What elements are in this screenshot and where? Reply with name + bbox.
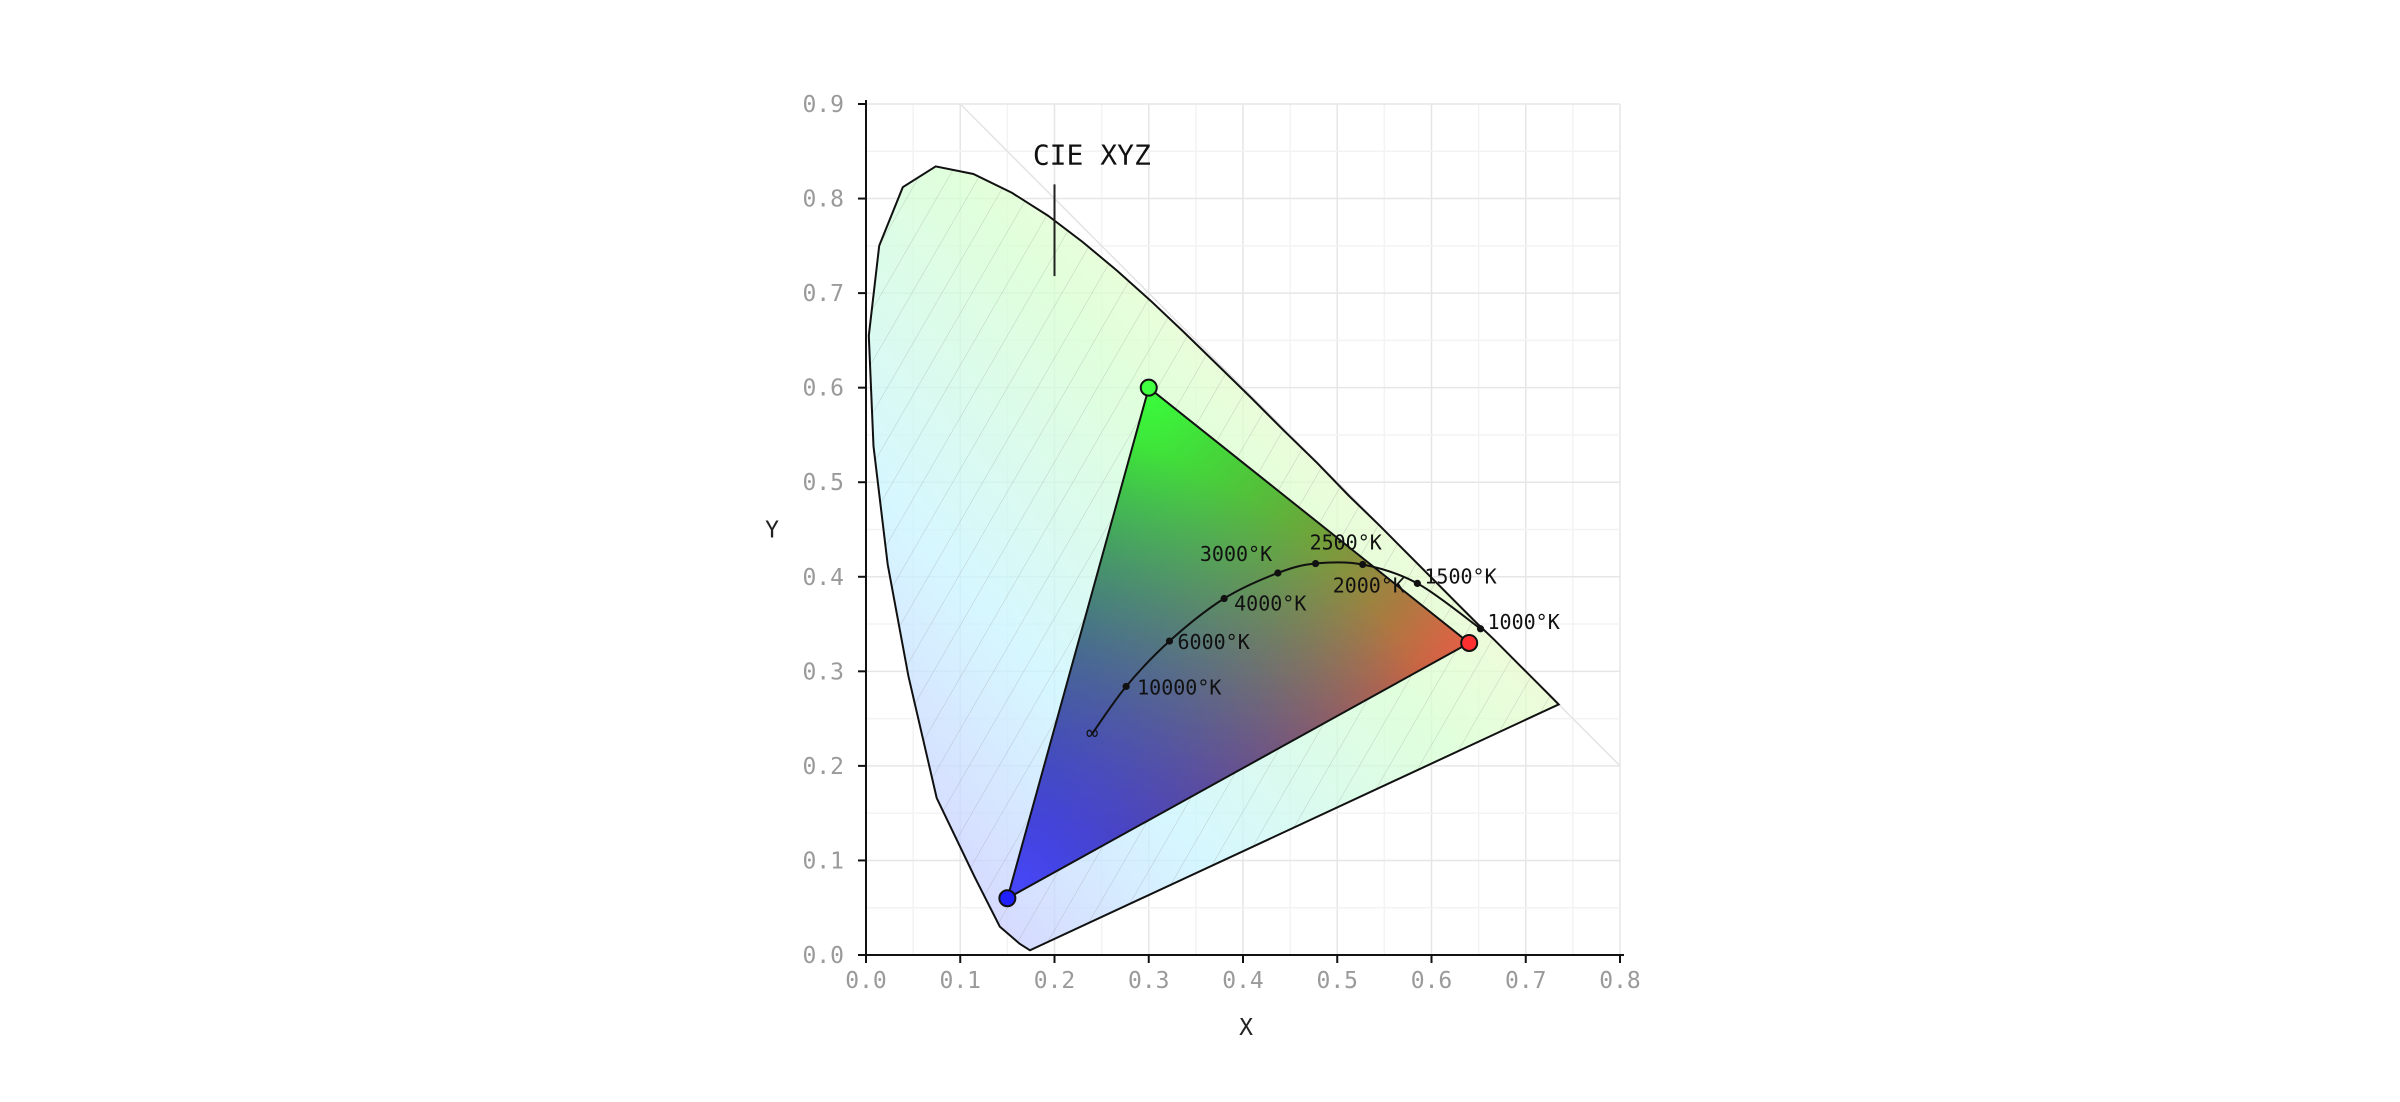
temperature-point <box>1311 559 1320 568</box>
y-tick-label: 0.8 <box>802 187 844 213</box>
temperature-point <box>1476 625 1485 633</box>
x-tick-label: 0.0 <box>845 968 887 994</box>
axes: 0.0 0.1 0.2 0.3 0.4 0.5 0.6 0.7 0.8 0.0 0.1 0.2 0.3 0… <box>802 92 1640 994</box>
y-tick-label: 0.2 <box>802 754 844 780</box>
temperature-label: 4000°K <box>1234 592 1306 616</box>
x-tick-label: 0.5 <box>1316 968 1358 994</box>
temperature-point <box>1274 569 1282 577</box>
y-tick-label: 0.7 <box>802 281 844 307</box>
y-tick-label: 0.6 <box>802 376 844 402</box>
y-tick-label: 0.1 <box>802 848 844 874</box>
y-tick-label: 0.3 <box>802 659 844 685</box>
color-regions <box>867 165 1561 952</box>
blue-primary-point <box>998 889 1017 908</box>
y-tick-label: 0.9 <box>802 92 844 118</box>
x-tick-label: 0.3 <box>1128 968 1170 994</box>
y-tick-label: 0.0 <box>802 943 844 969</box>
infinity-label: ∞ <box>1086 721 1098 745</box>
red-primary-point <box>1460 633 1479 652</box>
x-tick-label: 0.4 <box>1222 968 1264 994</box>
temperature-label: 1000°K <box>1488 610 1560 634</box>
green-primary-point <box>1139 378 1158 397</box>
temperature-label: 6000°K <box>1177 630 1249 654</box>
y-tick-label: 0.4 <box>802 565 844 591</box>
temperature-label: 1500°K <box>1424 564 1496 588</box>
temperature-point <box>1165 637 1174 645</box>
x-tick-label: 0.1 <box>939 968 981 994</box>
gamut-outline <box>1005 385 1471 901</box>
temperature-label: 2000°K <box>1333 573 1405 597</box>
y-axis-label: Y <box>765 518 779 544</box>
spectral-locus-outline <box>867 165 1561 952</box>
temperature-label: 2500°K <box>1310 531 1382 555</box>
x-axis-label: X <box>1239 1015 1253 1041</box>
temperature-label: 10000°K <box>1137 675 1221 699</box>
temperature-label: 3000°K <box>1200 542 1272 566</box>
temperature-point <box>1220 594 1228 603</box>
x-tick-label: 0.7 <box>1505 968 1547 994</box>
temperature-point <box>1359 560 1367 569</box>
chart-marks: 1000°K 1500°K 2000°K 2500°K 3000°K 4000°K 6000… <box>998 378 1560 908</box>
x-tick-label: 0.6 <box>1411 968 1453 994</box>
temperature-point <box>1122 682 1130 691</box>
x-tick-label: 0.2 <box>1034 968 1076 994</box>
chart-title: CIE XYZ <box>1033 139 1151 172</box>
temperature-point <box>1413 579 1421 587</box>
x-tick-label: 0.8 <box>1599 968 1641 994</box>
y-tick-label: 0.5 <box>802 470 844 496</box>
